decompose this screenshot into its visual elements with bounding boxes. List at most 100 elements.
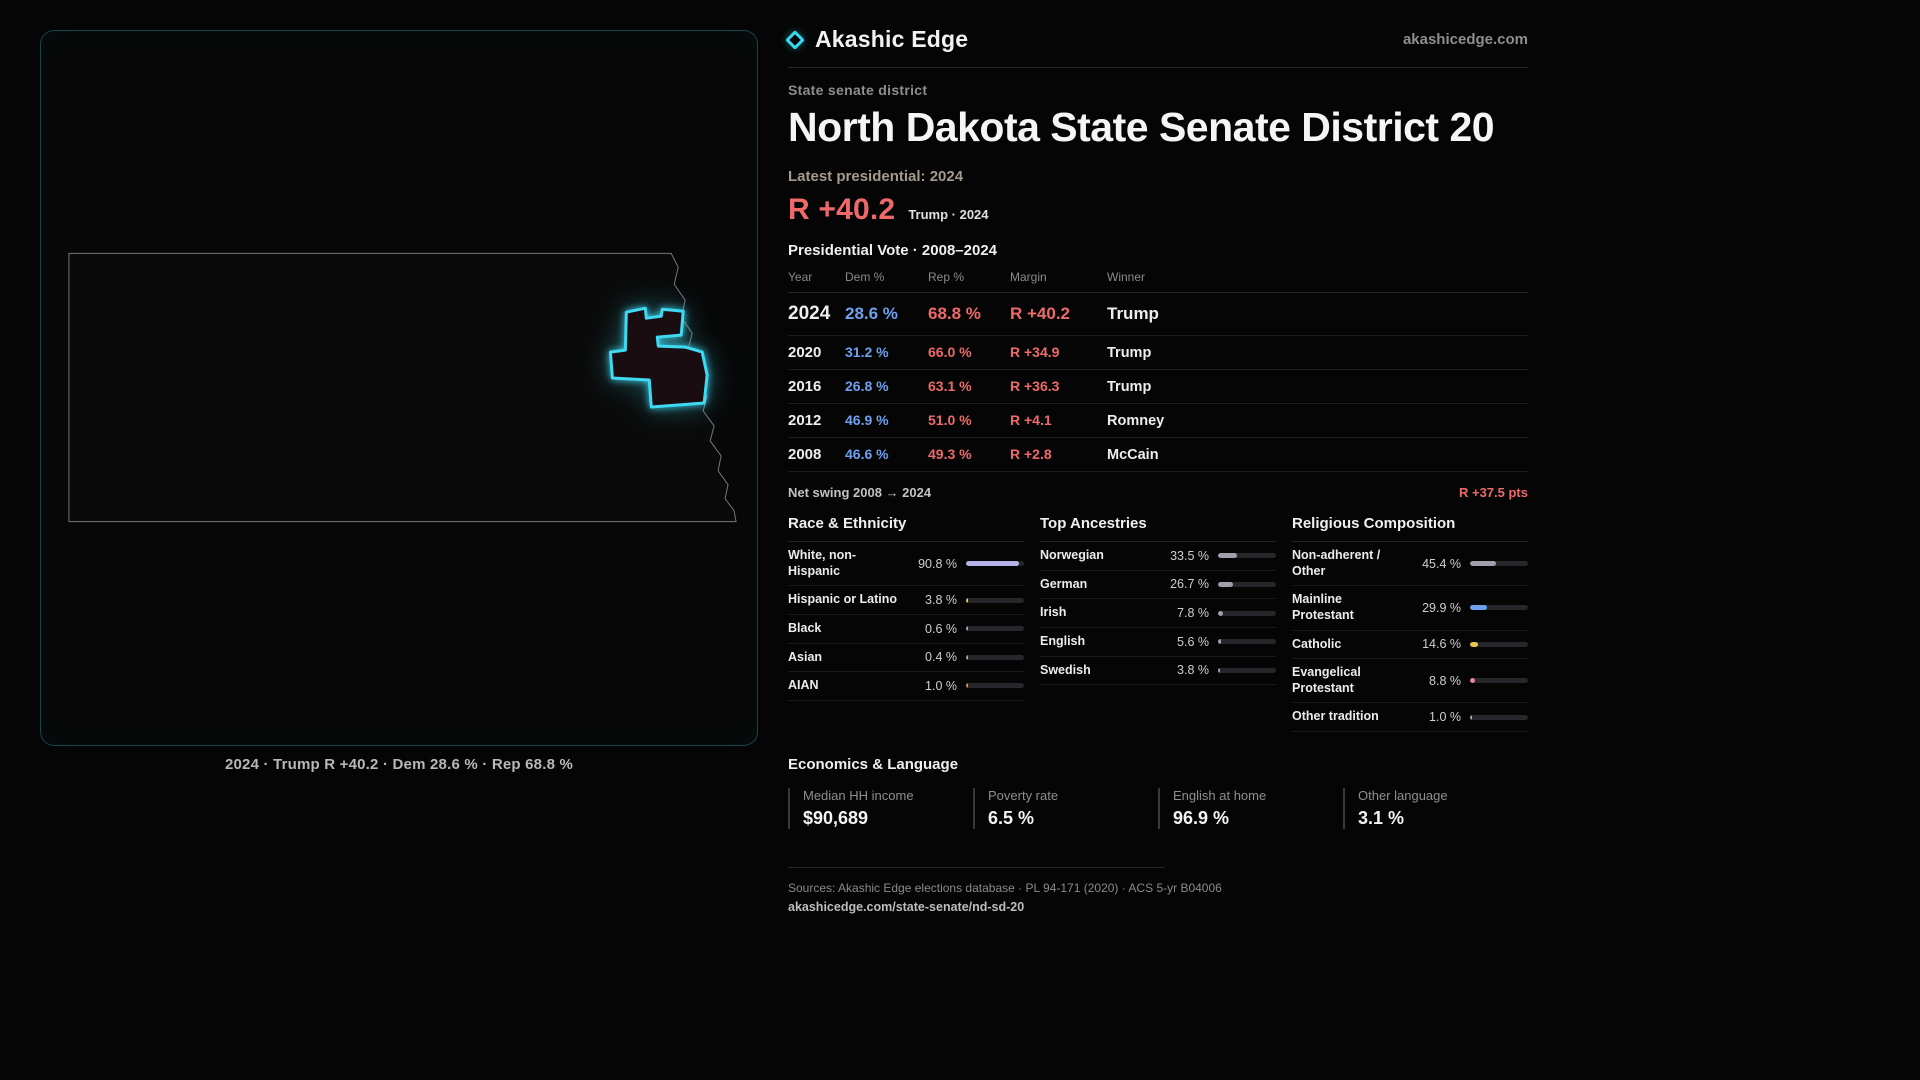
list-item: AIAN 1.0 %: [788, 672, 1024, 701]
economics-title: Economics & Language: [788, 756, 959, 773]
list-item: Mainline Protestant 29.9 %: [1292, 586, 1528, 631]
list-item: English 5.6 %: [1040, 628, 1276, 657]
demo-label: German: [1040, 576, 1088, 591]
permalink[interactable]: akashicedge.com/state-senate/nd-sd-20: [788, 900, 1025, 914]
demo-bar: [1218, 553, 1276, 559]
results-table-header: Year Dem % Rep % Margin Winner: [788, 270, 1528, 293]
district-shape[interactable]: [608, 306, 709, 409]
demo-value: 5.6 %: [1177, 634, 1209, 649]
demo-value: 0.4 %: [925, 650, 957, 665]
row-margin: R +34.9: [1010, 344, 1060, 360]
religion-column: Religious Composition Non-adherent / Oth…: [1292, 515, 1528, 732]
stat-value: 6.5 %: [988, 808, 1035, 828]
stat-value: $90,689: [803, 808, 869, 828]
latest-presidential-label: Latest presidential: 2024: [788, 168, 964, 185]
col-dem: Dem %: [845, 270, 885, 284]
stat-label: English at home: [1173, 788, 1267, 803]
list-item: Evangelical Protestant 8.8 %: [1292, 659, 1528, 704]
net-swing-row: Net swing 2008 → 2024 R +37.5 pts: [788, 485, 1528, 500]
demo-bar: [1470, 714, 1528, 720]
demo-label: Asian: [788, 649, 823, 664]
demo-label: Black: [788, 620, 822, 635]
demo-label: Evangelical Protestant: [1292, 665, 1361, 695]
row-rep-pct: 63.1 %: [928, 378, 972, 394]
page-title: North Dakota State Senate District 20: [788, 104, 1495, 150]
demo-label: Mainline Protestant: [1292, 592, 1354, 622]
economics-stats: Median HH income $90,689 Poverty rate 6.…: [788, 788, 1528, 829]
brand-home-link[interactable]: Akashic Edge: [785, 26, 969, 53]
demo-value: 26.7 %: [1170, 577, 1209, 592]
list-item: Hispanic or Latino 3.8 %: [788, 586, 1024, 615]
row-year: 2008: [788, 446, 822, 463]
row-margin: R +4.1: [1010, 412, 1052, 428]
detail-panel: Akashic Edge akashicedge.com State senat…: [785, 26, 1528, 914]
row-dem-pct: 46.6 %: [845, 446, 889, 462]
demo-value: 8.8 %: [1429, 673, 1461, 688]
demo-value: 29.9 %: [1422, 600, 1461, 615]
demo-bar: [1470, 605, 1528, 611]
religion-title: Religious Composition: [1292, 515, 1528, 542]
table-row: 2012 46.9 % 51.0 % R +4.1 Romney: [788, 404, 1528, 438]
district-map-panel: [40, 30, 758, 746]
demo-bar: [1218, 581, 1276, 587]
list-item: Asian 0.4 %: [788, 644, 1024, 673]
demo-bar: [1218, 667, 1276, 673]
row-winner: McCain: [1107, 447, 1159, 463]
demo-bar: [1470, 678, 1528, 684]
diamond-logo-icon: [785, 29, 805, 50]
ancestries-title: Top Ancestries: [1040, 515, 1276, 542]
demo-value: 1.0 %: [1429, 710, 1461, 725]
demo-label: Non-adherent / Other: [1292, 548, 1381, 578]
demo-bar: [966, 561, 1024, 567]
stat-value: 96.9 %: [1173, 808, 1230, 828]
stat-label: Median HH income: [803, 788, 914, 803]
row-winner: Trump: [1107, 304, 1159, 323]
list-item: Black 0.6 %: [788, 615, 1024, 644]
presidential-results-table: Year Dem % Rep % Margin Winner 2024 28.6…: [788, 270, 1528, 472]
col-rep: Rep %: [928, 270, 965, 284]
demo-label: Swedish: [1040, 662, 1091, 677]
demo-value: 33.5 %: [1170, 548, 1209, 563]
site-domain-link[interactable]: akashicedge.com: [1402, 31, 1528, 48]
demo-value: 3.8 %: [925, 593, 957, 608]
sources-text: Sources: Akashic Edge elections database…: [788, 881, 1222, 895]
stat-median-income: Median HH income $90,689: [788, 788, 973, 829]
headline-margin-row: R +40.2 Trump · 2024: [788, 193, 1528, 227]
footer-divider: [788, 867, 1165, 868]
stat-poverty-rate: Poverty rate 6.5 %: [973, 788, 1158, 829]
brand-name: Akashic Edge: [815, 26, 969, 52]
row-rep-pct: 49.3 %: [928, 446, 972, 462]
ancestries-column: Top Ancestries Norwegian 33.5 % German 2…: [1040, 515, 1276, 686]
demo-value: 7.8 %: [1177, 606, 1209, 621]
table-row: 2020 31.2 % 66.0 % R +34.9 Trump: [788, 336, 1528, 370]
table-row: 2008 46.6 % 49.3 % R +2.8 McCain: [788, 438, 1528, 472]
state-outline: [68, 252, 737, 523]
stat-label: Poverty rate: [988, 788, 1059, 803]
demo-label: English: [1040, 633, 1086, 648]
results-table-title: Presidential Vote · 2008–2024: [788, 242, 998, 259]
list-item: Catholic 14.6 %: [1292, 631, 1528, 660]
row-dem-pct: 31.2 %: [845, 344, 889, 360]
table-row: 2016 26.8 % 63.1 % R +36.3 Trump: [788, 370, 1528, 404]
row-rep-pct: 66.0 %: [928, 344, 972, 360]
row-winner: Romney: [1107, 413, 1165, 429]
district-type-kicker: State senate district: [788, 82, 928, 98]
list-item: German 26.7 %: [1040, 571, 1276, 600]
demo-label: Irish: [1040, 605, 1067, 620]
map-caption: 2024 · Trump R +40.2 · Dem 28.6 % · Rep …: [224, 756, 574, 773]
demo-bar: [966, 654, 1024, 660]
list-item: Irish 7.8 %: [1040, 599, 1276, 628]
list-item: Swedish 3.8 %: [1040, 657, 1276, 686]
net-swing-value: R +37.5 pts: [1458, 485, 1528, 500]
row-dem-pct: 26.8 %: [845, 378, 889, 394]
row-dem-pct: 28.6 %: [845, 304, 898, 323]
row-year: 2012: [788, 412, 822, 429]
demo-value: 0.6 %: [925, 621, 957, 636]
demo-bar: [966, 683, 1024, 689]
net-swing-label: Net swing 2008 → 2024: [788, 485, 932, 500]
row-year: 2016: [788, 378, 822, 395]
demo-label: Norwegian: [1040, 548, 1104, 562]
stat-value: 3.1 %: [1358, 808, 1405, 828]
stat-label: Other language: [1358, 788, 1448, 803]
list-item: Non-adherent / Other 45.4 %: [1292, 542, 1528, 587]
